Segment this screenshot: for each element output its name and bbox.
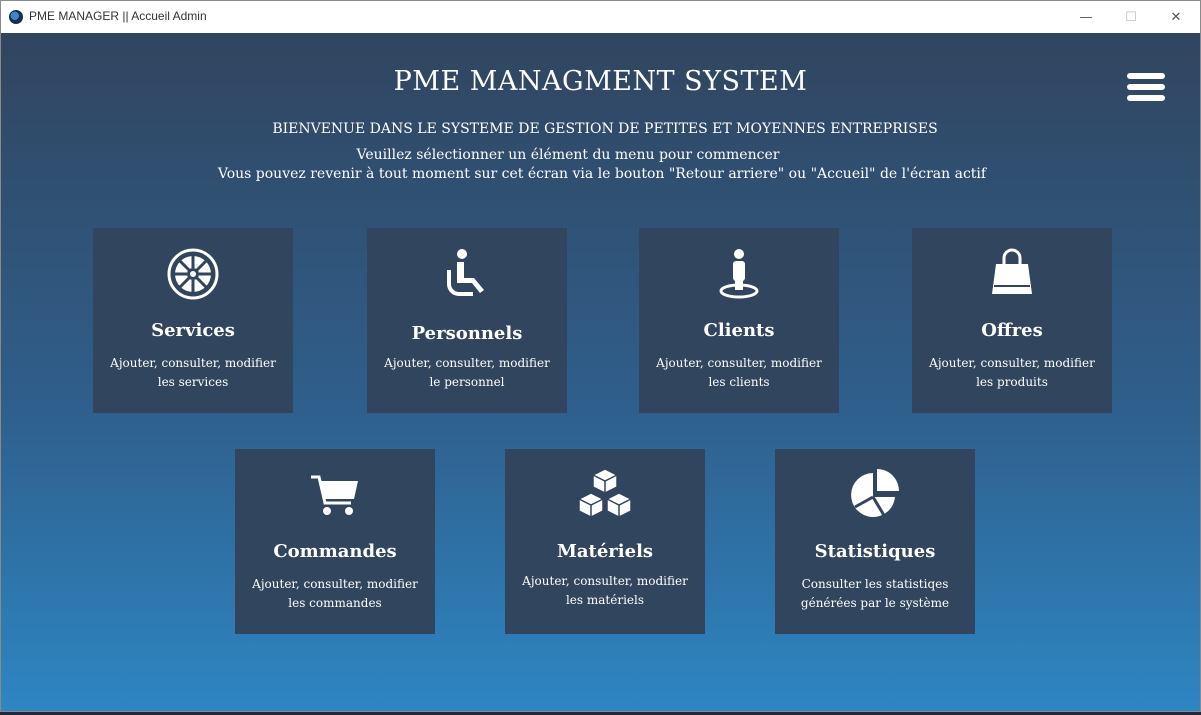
instruction-line-2: Vous pouvez revenir à tout moment sur ce…	[217, 166, 987, 182]
tile-title: Clients	[703, 320, 775, 341]
hamburger-menu-icon[interactable]	[1127, 73, 1165, 101]
welcome-subtitle: BIENVENUE DANS LE SYSTEME DE GESTION DE …	[272, 121, 938, 137]
app-logo-icon	[9, 10, 23, 24]
tile-title: Offres	[981, 320, 1043, 341]
tile-materiels[interactable]: Matériels Ajouter, consulter, modifier le…	[505, 449, 705, 634]
tile-description: Ajouter, consulter, modifier le personnel	[384, 356, 550, 389]
tile-title: Matériels	[556, 541, 654, 562]
tile-title: Commandes	[273, 541, 397, 562]
page-title: PME MANAGMENT SYSTEM	[393, 66, 808, 97]
window-title: PME MANAGER || Accueil Admin	[29, 9, 207, 23]
tile-statistiques[interactable]: Statistiques Consulter les statistiqes gé…	[775, 449, 975, 634]
tile-description: Ajouter, consulter, modifier les produits	[929, 356, 1095, 389]
tile-services[interactable]: Services Ajouter, consulter, modifier les…	[93, 228, 293, 413]
tile-title: Statistiques	[814, 541, 936, 562]
instruction-line-1: Veuillez sélectionner un élément du menu…	[356, 147, 780, 163]
tile-description: Ajouter, consulter, modifier les matériel…	[522, 574, 688, 607]
tile-description: Ajouter, consulter, modifier les clients	[656, 356, 822, 389]
emblem-icon	[167, 248, 219, 300]
tile-personnels[interactable]: Personnels Ajouter, consulter, modifier l…	[367, 228, 567, 413]
cubes-icon	[578, 468, 632, 518]
taskbar-strip	[0, 712, 1201, 715]
user-on-spot-icon	[719, 249, 759, 299]
shopping-cart-icon	[311, 475, 358, 515]
shopping-bag-icon	[992, 248, 1032, 294]
close-button[interactable]: ✕	[1170, 9, 1182, 25]
minimize-button[interactable]: —	[1079, 9, 1093, 25]
seated-person-icon	[447, 249, 484, 296]
tile-offres[interactable]: Offres Ajouter, consulter, modifier les p…	[912, 228, 1112, 413]
title-bar[interactable]: PME MANAGER || Accueil Admin — ☐ ✕	[1, 1, 1200, 33]
tile-description: Ajouter, consulter, modifier les commande…	[252, 577, 418, 610]
tile-description: Consulter les statistiqes générées par le…	[800, 577, 950, 610]
tile-clients[interactable]: Clients Ajouter, consulter, modifier les …	[639, 228, 839, 413]
main-content: PME MANAGMENT SYSTEM BIENVENUE DANS LE S…	[1, 33, 1200, 711]
tile-title: Services	[151, 320, 235, 341]
pie-chart-icon	[851, 469, 899, 518]
maximize-button[interactable]: ☐	[1125, 9, 1137, 25]
tile-title: Personnels	[411, 323, 523, 344]
tile-commandes[interactable]: Commandes Ajouter, consulter, modifier le…	[235, 449, 435, 634]
tile-description: Ajouter, consulter, modifier les services	[110, 356, 276, 389]
